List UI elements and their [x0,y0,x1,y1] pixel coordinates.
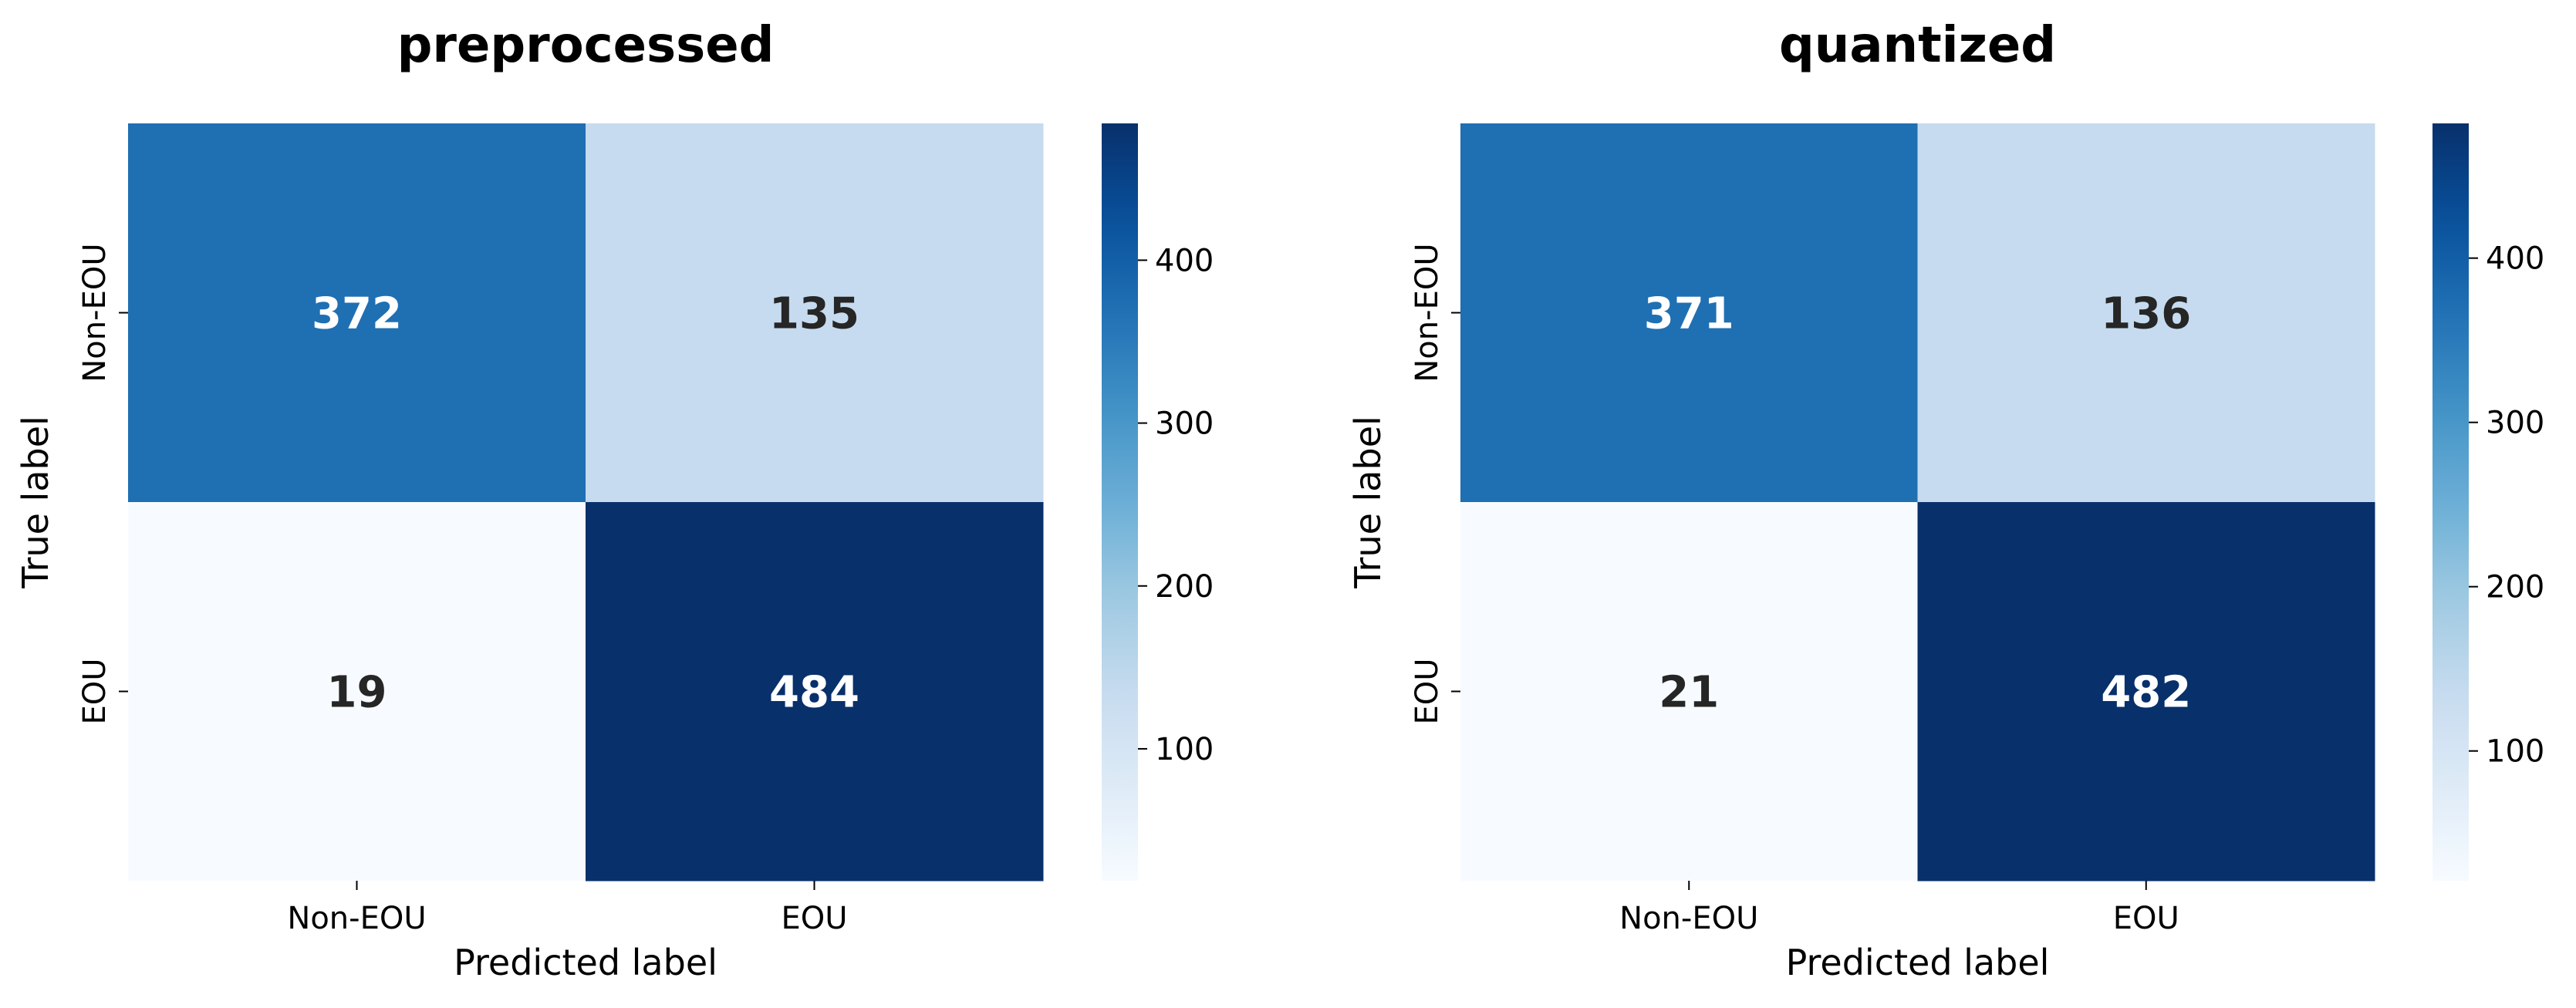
colorbar [2433,123,2469,881]
cell-value-label: 135 [769,289,859,339]
cell-value-label: 371 [1644,289,1734,339]
cell-value-label: 482 [2101,668,2191,718]
x-tick-label: EOU [781,901,847,936]
chart-title: quantized [1779,17,2056,74]
cell-value-label: 136 [2101,289,2191,339]
x-tick-label: EOU [2113,901,2179,936]
y-tick-label: Non-EOU [1410,243,1445,382]
x-axis-label: Predicted label [1786,942,2050,983]
colorbar [1102,123,1138,881]
colorbar-tick-label: 400 [2486,241,2544,277]
colorbar-tick-label: 100 [1155,732,1214,767]
y-tick-label: EOU [1410,658,1445,724]
y-tick-label: EOU [77,658,113,724]
colorbar-tick-label: 400 [1155,243,1214,278]
chart-title: preprocessed [397,17,775,74]
heatmap-cell [1460,123,1918,503]
heatmap-cell [1917,502,2375,882]
heatmap-cell [586,123,1044,503]
y-axis-label: True label [1347,416,1389,589]
colorbar-tick-label: 200 [2486,570,2544,605]
heatmap-cell [1917,123,2375,503]
colorbar-tick-label: 100 [2486,734,2544,770]
x-tick-label: Non-EOU [287,901,426,936]
heatmap-cell [586,502,1044,882]
y-tick-label: Non-EOU [77,243,113,382]
x-tick-label: Non-EOU [1619,901,1758,936]
heatmap-cell [128,502,586,882]
x-axis-label: Predicted label [454,942,717,983]
heatmap-panel-quantized: quantized 371 136 21 482 Non-EOU EOU Non-EOU EOU… [1347,17,2544,983]
colorbar-tick-label: 300 [2486,406,2544,441]
heatmap-cell [128,123,586,503]
heatmap-cell [1460,502,1918,882]
y-axis-label: True label [15,416,56,589]
colorbar-tick-label: 300 [1155,406,1214,442]
cell-value-label: 372 [312,289,402,339]
heatmap-panel-preprocessed: preprocessed 372 135 19 484 Non-EOU EOU Non-EOU… [15,17,1214,983]
colorbar-tick-label: 200 [1155,569,1214,605]
cell-value-label: 484 [769,668,859,718]
cell-value-label: 21 [1659,668,1719,718]
cell-value-label: 19 [327,668,387,718]
